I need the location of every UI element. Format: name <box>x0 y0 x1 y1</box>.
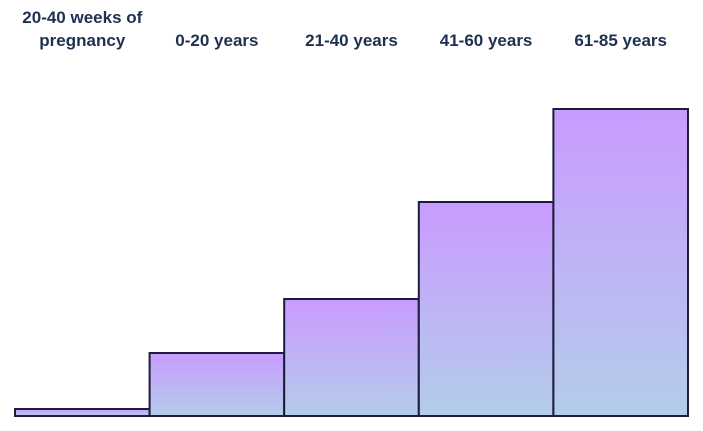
bar <box>417 201 555 417</box>
bar <box>148 352 286 417</box>
category-labels: 20-40 weeks of pregnancy 0-20 years 21-40 … <box>15 6 688 52</box>
category-label: 20-40 weeks of pregnancy <box>22 8 143 50</box>
category-label: 61-85 years <box>574 31 667 50</box>
category-label: 21-40 years <box>305 31 398 50</box>
bar <box>14 408 151 417</box>
category-label: 0-20 years <box>175 31 259 50</box>
bar <box>283 298 420 417</box>
bar <box>552 108 690 417</box>
category-label: 41-60 years <box>439 31 533 50</box>
